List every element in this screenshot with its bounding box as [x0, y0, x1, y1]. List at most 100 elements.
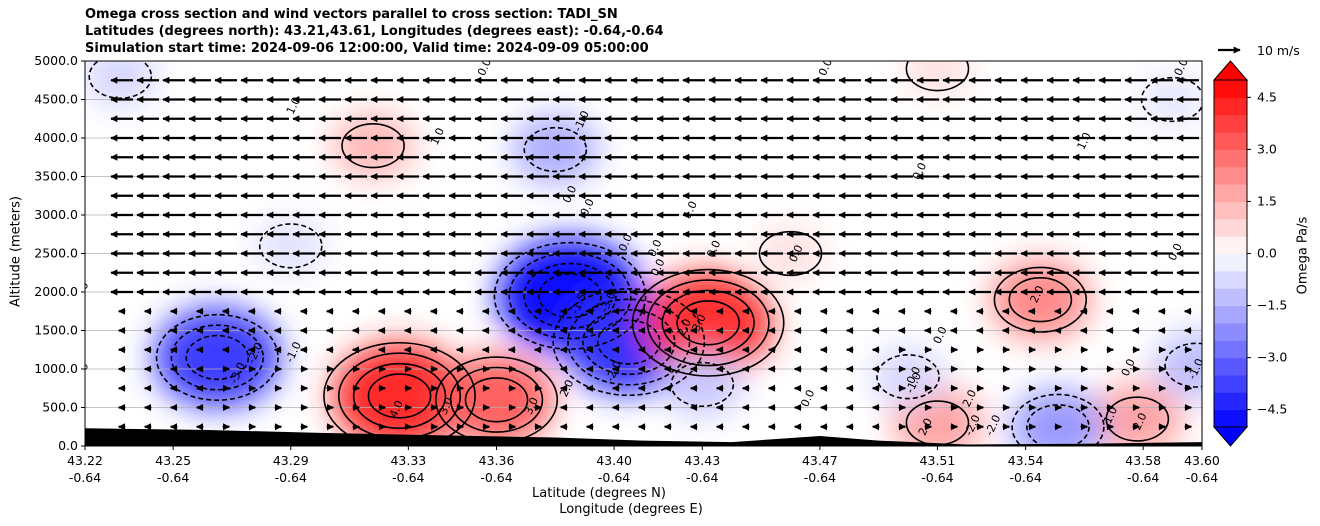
x-tick-label-lon: -0.64 [275, 470, 307, 485]
contour-line [538, 273, 602, 319]
omega-cell [85, 61, 158, 106]
colorbar-band [1214, 340, 1247, 359]
contour-line [508, 252, 632, 340]
y-tick-label: 1000.0 [34, 361, 78, 376]
x-tick-label-lat: 43.58 [1125, 453, 1161, 468]
x-tick-label-lat: 43.54 [1008, 453, 1044, 468]
x-tick-label-lat: 43.22 [67, 453, 103, 468]
colorbar-band [1214, 374, 1247, 393]
colorbar-tick-label: 1.5 [1257, 193, 1277, 208]
omega-cell [643, 270, 774, 375]
colorbar-band [1214, 166, 1247, 185]
colorbar-tick-label: −3.0 [1257, 350, 1287, 365]
contour-line [676, 300, 741, 346]
colorbar-band [1214, 97, 1247, 116]
y-axis-label: Altitude (meters) [8, 196, 24, 307]
chart-title: Omega cross section and wind vectors par… [85, 7, 618, 22]
contour-line [352, 362, 447, 430]
colorbar-tick-label: 3.0 [1257, 141, 1277, 156]
y-tick-label: 5000.0 [34, 53, 78, 68]
contour-line [1008, 277, 1073, 323]
contour-line [661, 289, 755, 356]
x-tick-label-lat: 43.47 [802, 453, 838, 468]
contour-label: 0.0 [72, 280, 91, 301]
contour-line [170, 324, 264, 391]
x-tick-label-lon: -0.64 [921, 470, 953, 485]
x-tick-label-lat: 43.43 [684, 453, 720, 468]
omega-cell [511, 114, 600, 185]
x-tick-label-lat: 43.29 [273, 453, 309, 468]
colorbar-tick-label: −1.5 [1257, 298, 1287, 313]
y-tick-label: 2000.0 [34, 284, 78, 299]
omega-cell [1010, 388, 1106, 446]
x-axis: 43.22 -0.64 43.25 -0.64 43.29 -0.64 43.33 -0.64… [67, 446, 1220, 485]
y-tick-label: 3500.0 [34, 169, 78, 184]
contour-line [1164, 342, 1202, 388]
y-tick-label: 500.0 [42, 400, 78, 415]
omega-cell [154, 306, 281, 409]
contour-line [523, 262, 617, 329]
x-tick-label-lat: 43.60 [1184, 453, 1220, 468]
x-tick-label-lat: 43.40 [596, 453, 632, 468]
omega-cell [902, 61, 973, 97]
colorbar-tick-label: 4.5 [1257, 89, 1277, 104]
x-tick-label-lon: -0.64 [1186, 470, 1218, 485]
x-tick-label-lat: 43.33 [390, 453, 426, 468]
colorbar-label: Omega Pa/s [1295, 216, 1311, 295]
contour-line [552, 288, 706, 397]
contour-line [631, 268, 785, 377]
contour-line [258, 223, 323, 269]
y-tick-label: 4500.0 [34, 92, 78, 107]
x-tick-label-lon: -0.64 [598, 470, 630, 485]
contour-line [1026, 404, 1090, 446]
y-tick-label: 2500.0 [34, 246, 78, 261]
omega-cell [990, 259, 1091, 340]
contour-line [582, 308, 676, 376]
x-tick-label-lon: -0.64 [392, 470, 424, 485]
contour-line [993, 266, 1088, 333]
colorbar-tick-label: −4.5 [1257, 402, 1287, 417]
y-tick-label: 0.0 [58, 438, 78, 453]
y-axis: 0.0 500.0 1000.0 1500.0 2000.0 2500.0 3000.0 35… [34, 53, 85, 453]
x-tick-label-lon: -0.64 [157, 470, 189, 485]
omega-cell [255, 217, 327, 274]
contour-line [1011, 393, 1105, 446]
contour-line [646, 279, 770, 367]
contour-line [523, 126, 588, 173]
contour-line [367, 373, 432, 419]
terrain [85, 428, 1202, 446]
colorbar-extend-max [1212, 60, 1249, 81]
contour-line [155, 313, 279, 402]
plot-area: 0.00.0 -3.0-2.0 -1.04.0 3.0 3.02.01.01.00.0-… [72, 61, 1202, 446]
colorbar-band [1214, 270, 1247, 289]
omega-field [85, 61, 1202, 446]
contour-line [341, 123, 405, 169]
y-tick-label: 1500.0 [34, 323, 78, 338]
vector-key-label: 10 m/s [1257, 43, 1300, 58]
contour-line [905, 61, 970, 92]
colorbar-band [1214, 114, 1247, 133]
contour-line [449, 366, 544, 433]
contour-line [323, 341, 476, 446]
colorbar-band [1214, 253, 1247, 272]
contour-line [493, 241, 647, 350]
contour-line [185, 334, 250, 381]
colorbar-band [1214, 184, 1247, 202]
y-tick-label: 3000.0 [34, 207, 78, 222]
colorbar: 4.5 3.0 1.5 0.0 −1.5 −3.0 −4.5 [1212, 60, 1287, 447]
x-tick-label-lon: -0.64 [804, 470, 836, 485]
colorbar-band [1214, 236, 1247, 254]
colorbar-band [1214, 305, 1247, 324]
colorbar-band [1214, 409, 1247, 428]
x-tick-label-lon: -0.64 [1127, 470, 1159, 485]
colorbar-band [1214, 80, 1247, 98]
colorbar-band [1214, 218, 1247, 237]
colorbar-band [1214, 149, 1247, 168]
colorbar-band [1214, 357, 1247, 376]
colorbar-tick-label: 0.0 [1257, 246, 1277, 261]
contour-line [1105, 396, 1170, 442]
contour-line [567, 298, 691, 386]
contour-line [596, 319, 661, 365]
